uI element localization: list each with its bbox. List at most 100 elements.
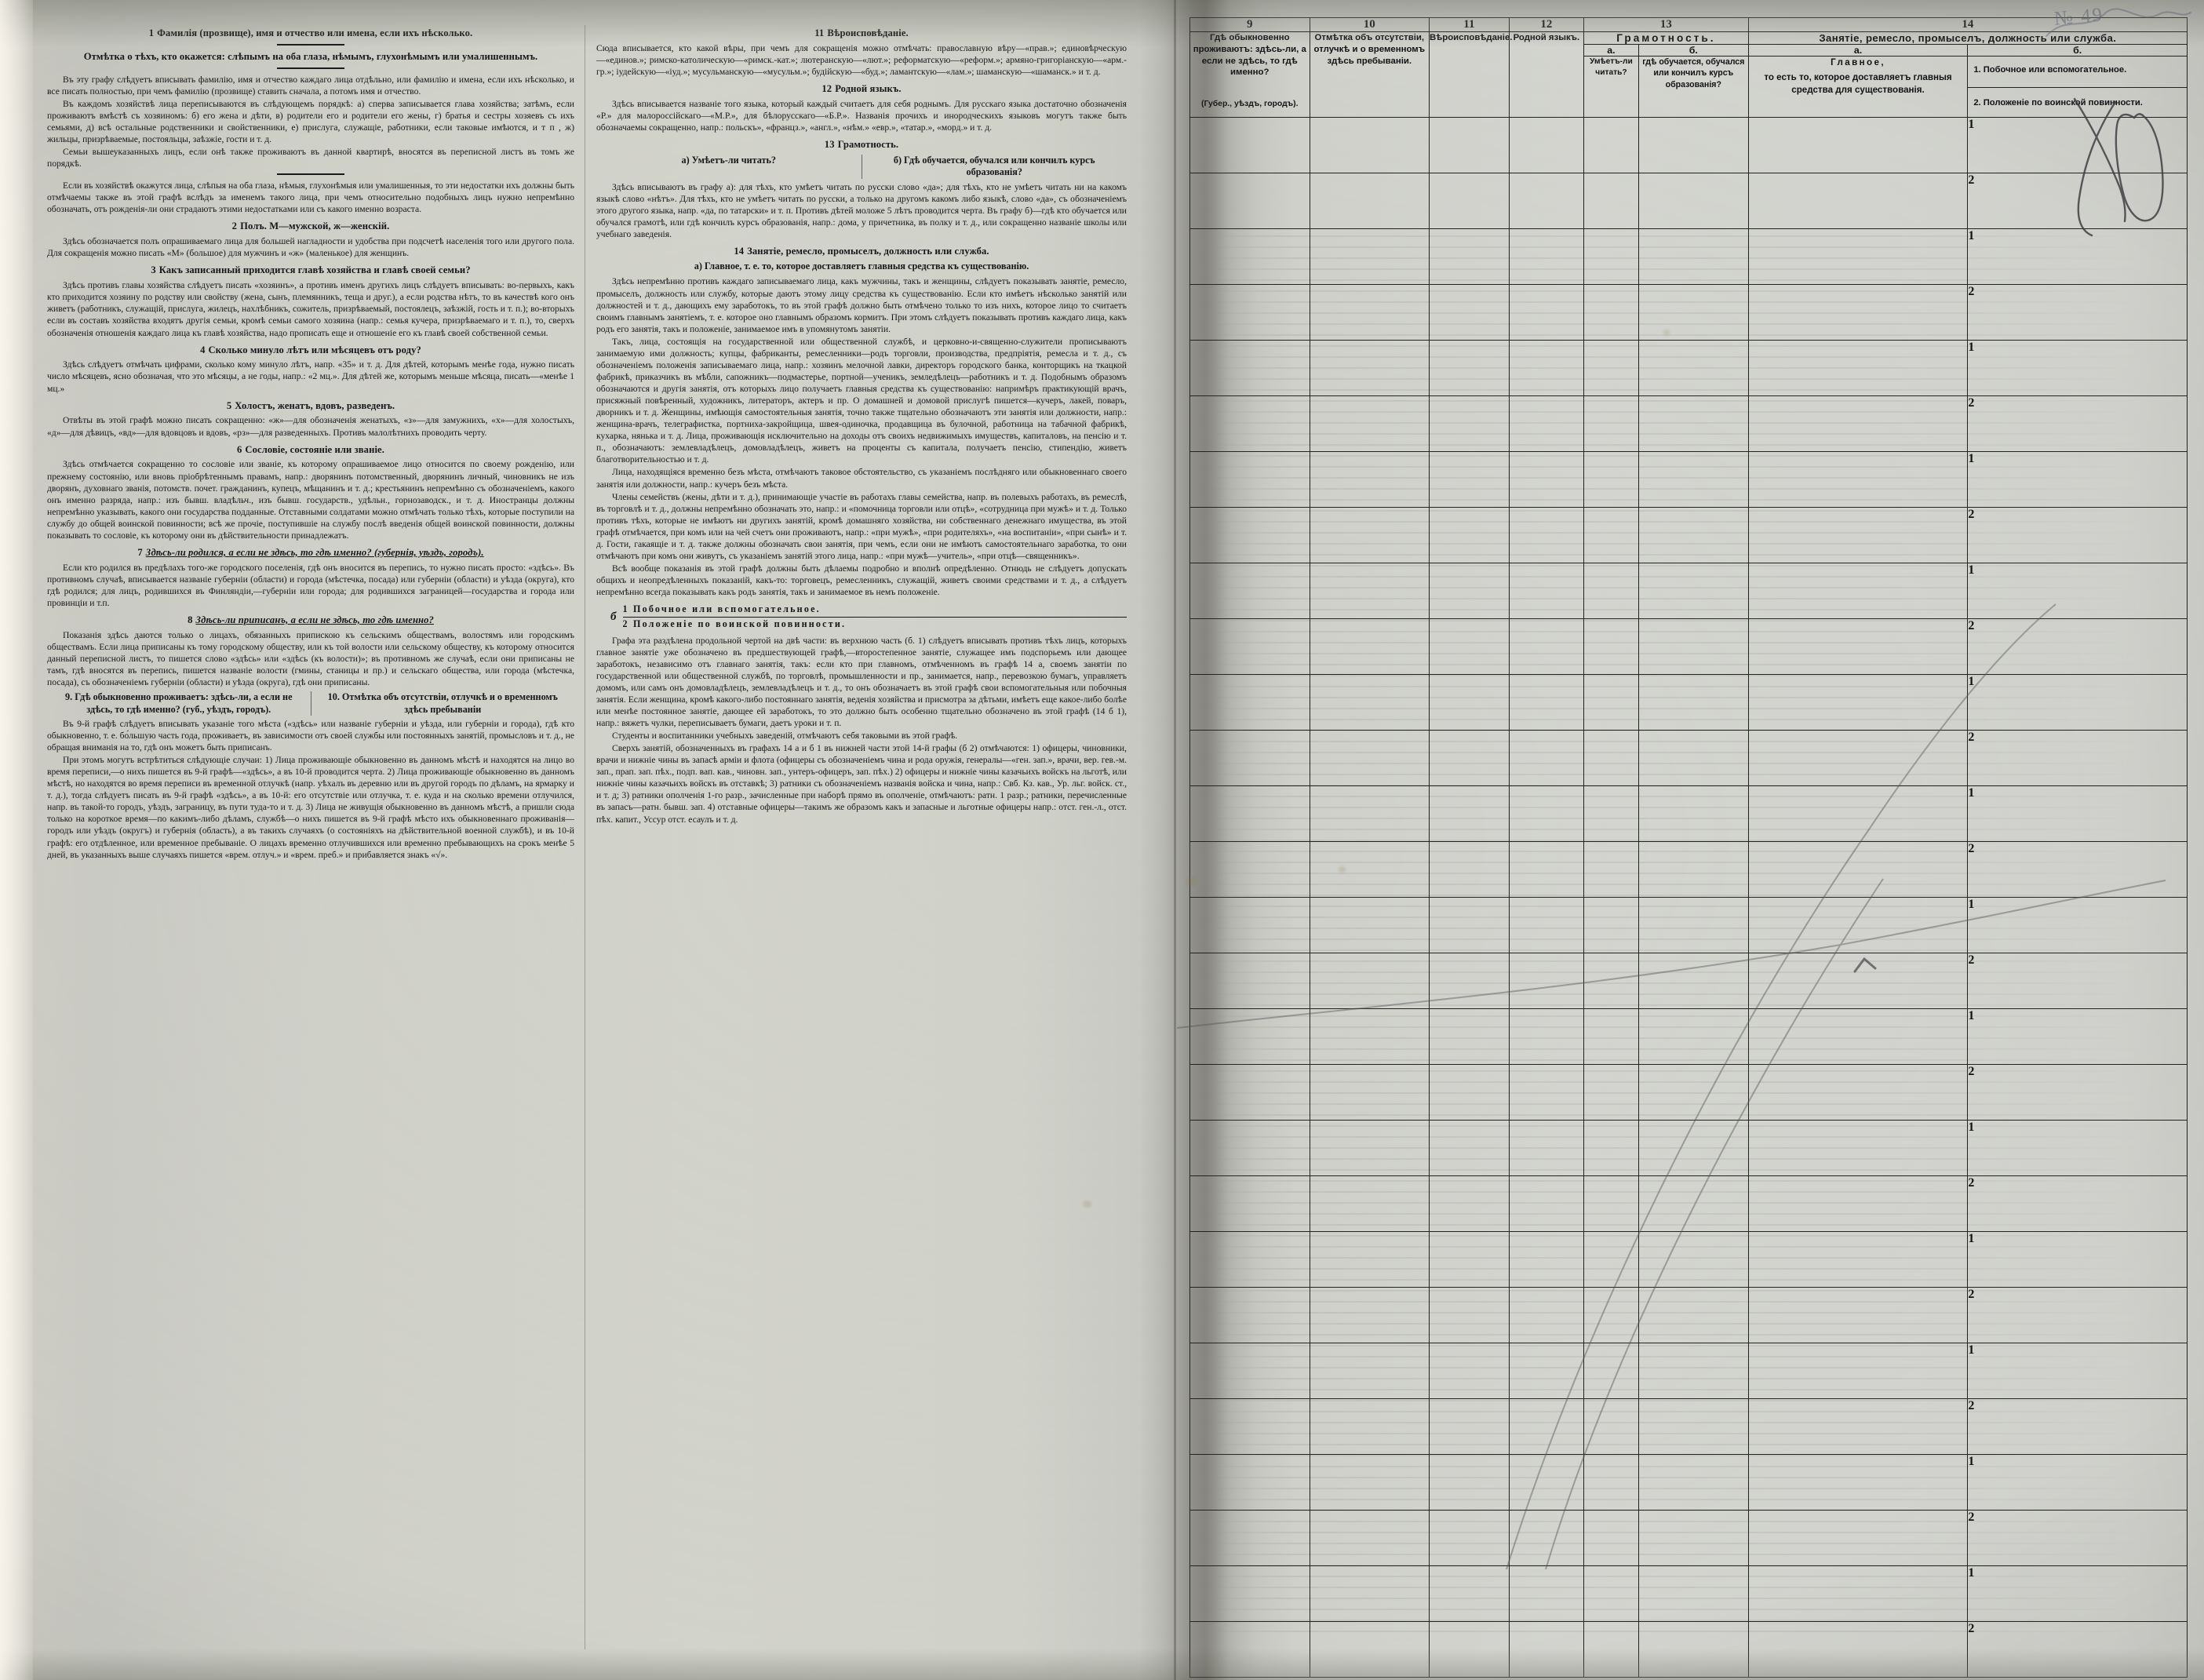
form-cell[interactable] [1508, 451, 1585, 508]
form-cell[interactable] [1429, 1175, 1510, 1232]
form-cell[interactable] [1747, 395, 1969, 452]
form-cell[interactable] [1638, 1175, 1749, 1232]
form-cell[interactable] [1508, 1287, 1585, 1343]
form-cell[interactable] [1747, 1398, 1969, 1455]
form-cell[interactable] [1583, 507, 1639, 563]
form-cell[interactable] [1309, 228, 1430, 285]
form-cell[interactable] [1309, 284, 1430, 341]
form-cell-military-subrow[interactable]: 2 [1967, 953, 2188, 1009]
form-cell[interactable] [1638, 1565, 1749, 1622]
form-cell[interactable] [1309, 1454, 1430, 1511]
form-cell[interactable] [1583, 1510, 1639, 1566]
form-cell[interactable] [1429, 1008, 1510, 1065]
form-cell-military-subrow[interactable]: 1 [1967, 451, 2188, 508]
form-cell[interactable] [1508, 117, 1585, 173]
form-cell[interactable] [1429, 674, 1510, 731]
form-cell-military-subrow[interactable]: 2 [1967, 618, 2188, 675]
table-row[interactable]: 2 [1189, 1175, 2188, 1232]
form-cell[interactable] [1638, 618, 1749, 675]
form-cell[interactable] [1583, 1008, 1639, 1065]
form-cell[interactable] [1638, 340, 1749, 396]
table-row[interactable]: 2 [1189, 841, 2188, 898]
form-cell[interactable] [1429, 340, 1510, 396]
form-cell-military-subrow[interactable]: 2 [1967, 1510, 2188, 1566]
form-cell[interactable] [1747, 228, 1969, 285]
form-cell[interactable] [1189, 563, 1310, 619]
form-cell[interactable] [1638, 897, 1749, 953]
form-cell-military-subrow[interactable]: 2 [1967, 1398, 2188, 1455]
form-cell-military-subrow[interactable]: 1 [1967, 1565, 2188, 1622]
form-cell[interactable] [1638, 1398, 1749, 1455]
form-cell[interactable] [1309, 340, 1430, 396]
form-cell[interactable] [1309, 173, 1430, 229]
form-cell[interactable] [1747, 841, 1969, 898]
form-cell[interactable] [1429, 451, 1510, 508]
table-row[interactable]: 2 [1189, 507, 2188, 563]
form-cell[interactable] [1583, 173, 1639, 229]
table-row[interactable]: 1 [1189, 1343, 2188, 1399]
form-cell[interactable] [1747, 674, 1969, 731]
form-cell-military-subrow[interactable]: 2 [1967, 507, 2188, 563]
form-cell[interactable] [1638, 173, 1749, 229]
form-cell[interactable] [1429, 563, 1510, 619]
form-cell-military-subrow[interactable]: 1 [1967, 1120, 2188, 1176]
table-row[interactable]: 2 [1189, 1398, 2188, 1455]
form-cell[interactable] [1189, 1287, 1310, 1343]
form-cell[interactable] [1583, 618, 1639, 675]
table-row[interactable]: 2 [1189, 1621, 2188, 1678]
form-cell[interactable] [1638, 507, 1749, 563]
form-cell[interactable] [1747, 451, 1969, 508]
form-cell[interactable] [1583, 953, 1639, 1009]
form-cell[interactable] [1638, 1064, 1749, 1121]
form-cell[interactable] [1747, 618, 1969, 675]
form-cell[interactable] [1508, 1454, 1585, 1511]
form-cell[interactable] [1309, 1621, 1430, 1678]
form-cell[interactable] [1309, 1343, 1430, 1399]
form-cell[interactable] [1309, 117, 1430, 173]
form-cell[interactable] [1747, 1621, 1969, 1678]
form-cell[interactable] [1583, 674, 1639, 731]
form-cell[interactable] [1309, 507, 1430, 563]
form-cell[interactable] [1429, 785, 1510, 842]
table-row[interactable]: 2 [1189, 1510, 2188, 1566]
form-cell[interactable] [1638, 1343, 1749, 1399]
form-cell[interactable] [1583, 1287, 1639, 1343]
form-cell[interactable] [1429, 1064, 1510, 1121]
form-cell[interactable] [1638, 563, 1749, 619]
form-cell[interactable] [1189, 1398, 1310, 1455]
form-cell[interactable] [1309, 1565, 1430, 1622]
form-cell[interactable] [1429, 1510, 1510, 1566]
form-cell[interactable] [1189, 451, 1310, 508]
form-cell[interactable] [1189, 395, 1310, 452]
form-cell[interactable] [1508, 1175, 1585, 1232]
form-cell[interactable] [1309, 1287, 1430, 1343]
table-row[interactable]: 1 [1189, 451, 2188, 508]
form-cell[interactable] [1429, 897, 1510, 953]
form-cell[interactable] [1189, 674, 1310, 731]
form-cell[interactable] [1309, 1231, 1430, 1288]
form-cell[interactable] [1747, 1064, 1969, 1121]
form-cell[interactable] [1638, 730, 1749, 786]
form-cell-military-subrow[interactable]: 2 [1967, 1175, 2188, 1232]
form-cell-military-subrow[interactable]: 1 [1967, 563, 2188, 619]
form-cell[interactable] [1189, 1454, 1310, 1511]
form-cell[interactable] [1189, 117, 1310, 173]
form-cell[interactable] [1189, 340, 1310, 396]
form-cell[interactable] [1189, 1565, 1310, 1622]
form-cell[interactable] [1309, 1175, 1430, 1232]
table-row[interactable]: 2 [1189, 395, 2188, 452]
form-cell[interactable] [1747, 1343, 1969, 1399]
form-cell[interactable] [1429, 841, 1510, 898]
form-cell-military-subrow[interactable]: 2 [1967, 1287, 2188, 1343]
form-cell[interactable] [1638, 1510, 1749, 1566]
form-cell[interactable] [1309, 897, 1430, 953]
form-cell[interactable] [1583, 841, 1639, 898]
form-cell[interactable] [1508, 1343, 1585, 1399]
table-row[interactable]: 2 [1189, 730, 2188, 786]
form-cell-military-subrow[interactable]: 1 [1967, 1343, 2188, 1399]
form-cell[interactable] [1309, 674, 1430, 731]
form-cell[interactable] [1429, 1565, 1510, 1622]
form-cell[interactable] [1747, 1008, 1969, 1065]
table-row[interactable]: 1 [1189, 897, 2188, 953]
form-cell[interactable] [1189, 1008, 1310, 1065]
